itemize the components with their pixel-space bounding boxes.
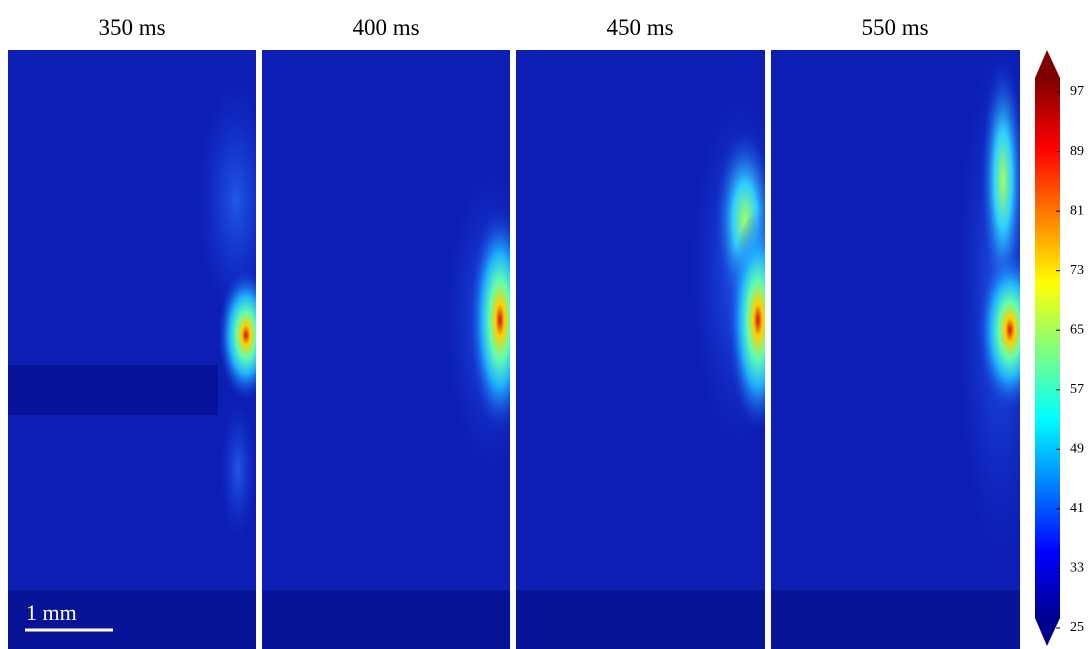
colorbar-tick-label: 41 <box>1070 501 1084 516</box>
colorbar-tick-label: 25 <box>1070 620 1084 635</box>
panel-title: 350 ms <box>98 15 165 40</box>
colorbar-tick-label: 89 <box>1070 144 1084 159</box>
panel-title: 550 ms <box>861 15 928 40</box>
colorbar-max-arrow <box>1035 50 1060 78</box>
scale-bar-label: 1 mm <box>26 600 77 625</box>
colorbar-tick-label: 33 <box>1070 561 1084 576</box>
heatmaps <box>8 40 1045 649</box>
colorbar-tick-label: 65 <box>1070 322 1084 337</box>
heatmap-panel <box>262 50 535 649</box>
colorbar-tick-label: 81 <box>1070 203 1084 218</box>
heatmap-panel <box>771 40 1045 649</box>
colorbar-tick-label: 57 <box>1070 382 1084 397</box>
colorbar <box>1035 78 1060 618</box>
page: {"panels": [{"title": "350 ms"}, {"title… <box>0 0 1089 649</box>
panel-title: 400 ms <box>352 15 419 40</box>
colorbar-tick-label: 73 <box>1070 263 1084 278</box>
colorbar-min-arrow <box>1035 618 1060 646</box>
heatmap-panel <box>516 50 790 649</box>
figure: 1 mm 97 89 81 73 65 57 49 41 33 25 350 ms 400 ms 45… <box>0 0 1089 649</box>
colorbar-tick-label: 97 <box>1070 84 1084 99</box>
heatmap-panel <box>8 50 276 649</box>
colorbar-tick-label: 49 <box>1070 442 1084 457</box>
colorbar-ticks: 97 89 81 73 65 57 49 41 33 25 <box>1056 84 1084 635</box>
panel-title: 450 ms <box>606 15 673 40</box>
